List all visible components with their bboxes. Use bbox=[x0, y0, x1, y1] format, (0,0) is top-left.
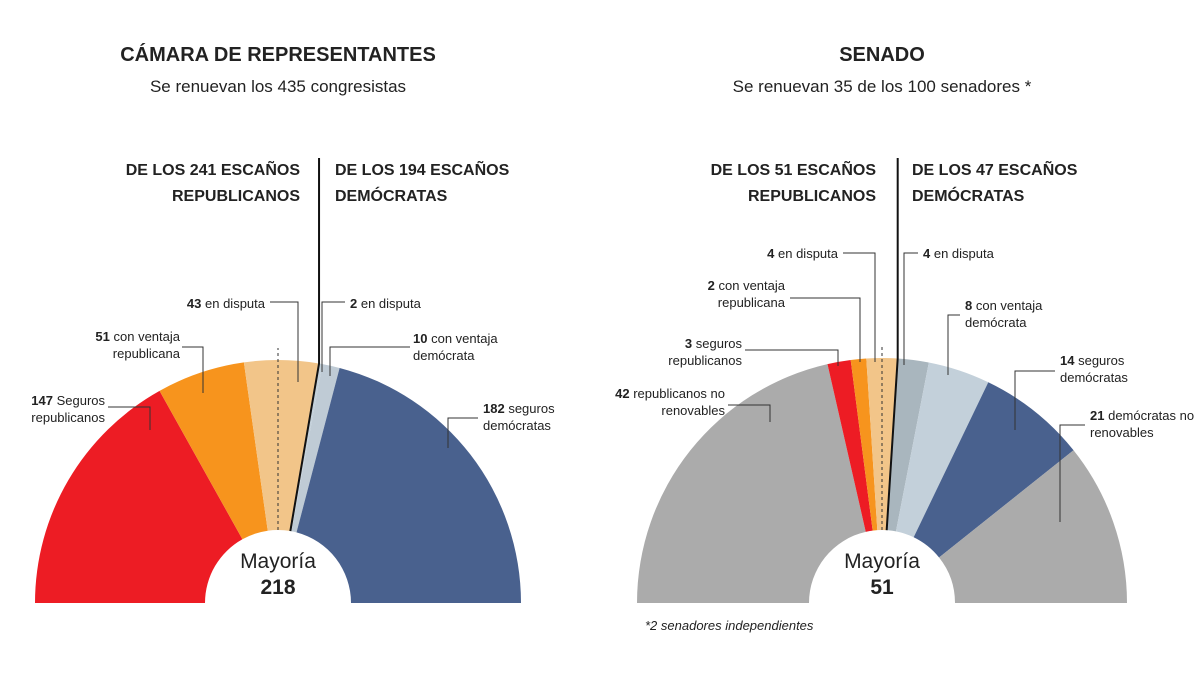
segment-value: 43 bbox=[186, 296, 202, 311]
leader-line bbox=[903, 252, 918, 365]
segment-name: en disputa bbox=[360, 296, 421, 311]
segment-label: 42 republicanos no renovables bbox=[575, 385, 725, 419]
segment-label: 43 en disputa bbox=[140, 295, 265, 312]
right-header: DE LOS 194 ESCAÑOS DEMÓCRATAS bbox=[335, 162, 510, 205]
leader-line bbox=[182, 346, 204, 393]
segment-label: 2 en disputa bbox=[350, 295, 470, 312]
segment-value: 4 bbox=[767, 246, 775, 261]
leader-line bbox=[1059, 424, 1085, 522]
segment-name: con ventaja republicana bbox=[112, 329, 180, 361]
chart-subtitle: Se renuevan 35 de los 100 senadores * bbox=[732, 77, 1032, 96]
segment-label: 51 con ventaja republicana bbox=[55, 328, 180, 362]
chart-title: CÁMARA DE REPRESENTANTES bbox=[120, 44, 436, 66]
chart-subtitle: Se renuevan los 435 congresistas bbox=[149, 77, 407, 96]
segment-name: Seguros republicanos bbox=[31, 393, 105, 425]
segment-label: 2 con ventaja republicana bbox=[680, 277, 785, 311]
leader-line bbox=[108, 406, 151, 430]
segment-name: seguros demócratas bbox=[483, 401, 555, 433]
leader-line bbox=[843, 252, 876, 362]
segment bbox=[827, 360, 873, 532]
left-header: DE LOS 51 ESCAÑOS REPUBLICANOS bbox=[710, 162, 876, 205]
segment-name: seguros republicanos bbox=[668, 336, 742, 368]
segment-label: 3 seguros republicanos bbox=[620, 335, 742, 369]
split-line bbox=[885, 158, 899, 531]
segment-label: 147 Seguros republicanos bbox=[5, 392, 105, 426]
leader-line bbox=[728, 404, 771, 422]
segment-value: 182 bbox=[483, 401, 505, 416]
left-header: DE LOS 241 ESCAÑOS REPUBLICANOS bbox=[125, 162, 300, 205]
leader-line bbox=[1014, 370, 1055, 430]
segment bbox=[637, 364, 866, 603]
segment-label: 4 en disputa bbox=[720, 245, 838, 262]
segment-value: 8 bbox=[965, 298, 973, 313]
segment-value: 42 bbox=[615, 386, 630, 401]
right-header: DE LOS 47 ESCAÑOS DEMÓCRATAS bbox=[912, 162, 1078, 205]
segment bbox=[886, 358, 929, 532]
segment-label: 21 demócratas no renovables bbox=[1090, 407, 1200, 441]
center-value: 51 bbox=[870, 576, 894, 599]
segment bbox=[850, 358, 878, 531]
segment bbox=[291, 364, 340, 533]
leader-line bbox=[270, 301, 299, 382]
segment-name: con ventaja demócrata bbox=[413, 331, 498, 363]
segment-label: 14 seguros demócratas bbox=[1060, 352, 1170, 386]
split-line bbox=[289, 158, 321, 532]
segment-value: 147 bbox=[31, 393, 53, 408]
center-label: Mayoría bbox=[844, 550, 920, 573]
segment bbox=[243, 359, 320, 532]
center-value: 218 bbox=[260, 576, 296, 599]
segment-value: 21 bbox=[1090, 408, 1105, 423]
segment bbox=[895, 362, 989, 538]
segment bbox=[939, 450, 1127, 603]
segment-name: republicanos no renovables bbox=[633, 386, 725, 418]
leader-line bbox=[329, 346, 410, 376]
segment-label: 4 en disputa bbox=[923, 245, 1043, 262]
segment-value: 3 bbox=[684, 336, 693, 351]
segment-label: 182 seguros demócratas bbox=[483, 400, 593, 434]
segment-name: en disputa bbox=[778, 246, 838, 261]
segment-label: 10 con ventaja demócrata bbox=[413, 330, 543, 364]
segment-name: en disputa bbox=[933, 246, 994, 261]
leader-line bbox=[321, 301, 345, 372]
segment-name: con ventaja republicana bbox=[717, 278, 785, 310]
leader-line bbox=[745, 349, 839, 366]
segment bbox=[159, 362, 268, 540]
segment-name: demócratas no renovables bbox=[1090, 408, 1195, 440]
segment-label: 8 con ventaja demócrata bbox=[965, 297, 1095, 331]
segment-value: 2 bbox=[707, 278, 715, 293]
segment bbox=[296, 367, 521, 603]
segment-name: en disputa bbox=[205, 296, 265, 311]
leader-line bbox=[447, 417, 478, 448]
segment-name: con ventaja demócrata bbox=[965, 298, 1043, 330]
chart-title: SENADO bbox=[839, 44, 925, 66]
center-label: Mayoría bbox=[240, 550, 316, 573]
segment-value: 2 bbox=[350, 296, 358, 311]
footnote: *2 senadores independientes bbox=[645, 618, 814, 633]
segment-value: 4 bbox=[923, 246, 931, 261]
segment-value: 51 bbox=[95, 329, 110, 344]
segment-name: seguros demócratas bbox=[1060, 353, 1128, 385]
segment bbox=[35, 390, 243, 603]
leader-line bbox=[790, 297, 861, 362]
segment bbox=[913, 382, 1074, 558]
leader-line bbox=[947, 314, 960, 375]
segment-value: 14 bbox=[1060, 353, 1075, 368]
segment-value: 10 bbox=[413, 331, 428, 346]
